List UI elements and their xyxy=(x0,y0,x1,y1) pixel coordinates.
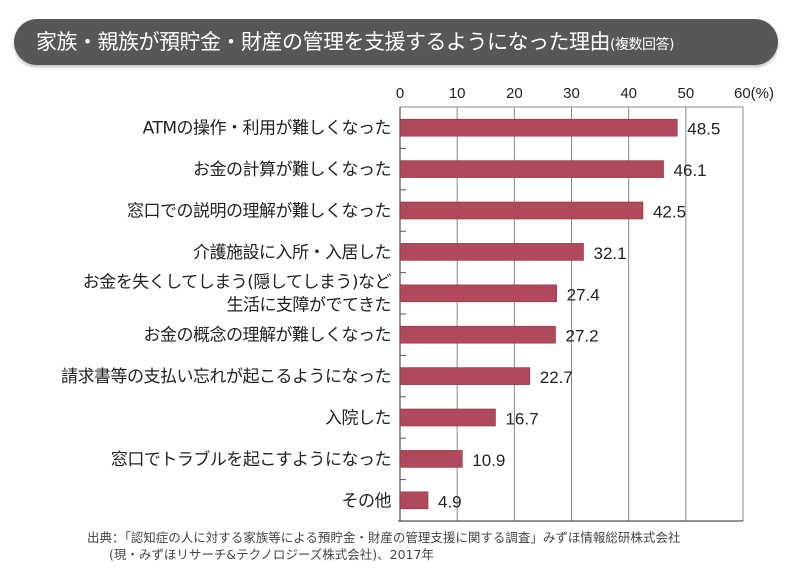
value-label: 10.9 xyxy=(472,451,505,470)
x-tick-label: 10 xyxy=(449,85,466,102)
x-tick-label: 50 xyxy=(677,85,694,102)
title-banner: 家族・親族が預貯金・財産の管理を支援するようになった理由(複数回答) xyxy=(14,19,778,65)
x-tick-label: 40 xyxy=(620,85,637,102)
chart-title: 家族・親族が預貯金・財産の管理を支援するようになった理由(複数回答) xyxy=(36,19,674,68)
value-label: 32.1 xyxy=(594,244,627,263)
value-label: 27.4 xyxy=(567,285,600,304)
category-label: 窓口での説明の理解が難しくなった xyxy=(127,202,391,222)
value-label: 16.7 xyxy=(505,410,538,429)
chart-title-sub: (複数回答) xyxy=(610,37,674,53)
bar xyxy=(399,118,678,137)
category-label: お金の概念の理解が難しくなった xyxy=(144,325,392,346)
category-label: 入院した xyxy=(325,409,391,429)
bar xyxy=(399,325,556,344)
category-label: お金を失くしてしまう(隠してしまう)など xyxy=(83,272,392,292)
bar xyxy=(399,367,531,385)
value-label: 27.2 xyxy=(565,327,598,346)
value-label: 42.5 xyxy=(653,203,686,222)
value-label: 4.9 xyxy=(438,492,462,511)
category-label: その他 xyxy=(342,491,392,511)
bar xyxy=(399,284,557,303)
value-label: 48.5 xyxy=(687,120,720,139)
source-line-2: (現・みずほリサーチ&テクノロジーズ株式会社)、2017年 xyxy=(109,547,434,562)
bar xyxy=(399,491,429,510)
bar xyxy=(399,201,644,220)
bar xyxy=(399,243,584,261)
x-tick-label: 20 xyxy=(506,85,523,102)
bar xyxy=(399,160,664,178)
source-note: 出典：「認知症の人に対する家族等による預貯金・財産の管理支援に関する調査」みずほ… xyxy=(87,529,680,563)
category-label: ATMの操作・利用が難しくなった xyxy=(143,119,391,139)
chart-title-main: 家族・親族が預貯金・財産の管理を支援するようになった理由 xyxy=(36,30,611,54)
source-line-1: 出典：「認知症の人に対する家族等による預貯金・財産の管理支援に関する調査」みずほ… xyxy=(87,530,681,545)
category-label: 窓口でトラブルを起こすようになった xyxy=(111,449,391,470)
x-tick-label: 60(%) xyxy=(734,85,774,102)
x-tick-label: 30 xyxy=(563,85,580,102)
category-label: 介護施設に入所・入居した xyxy=(193,243,391,263)
value-label: 22.7 xyxy=(540,368,573,387)
category-label: 請求書等の支払い忘れが起こるようになった xyxy=(61,367,391,387)
category-label: 生活に支障がでてきた xyxy=(227,295,392,315)
value-label: 46.1 xyxy=(674,161,707,180)
bar xyxy=(399,450,463,468)
x-tick-label: 0 xyxy=(396,85,404,102)
bar xyxy=(399,408,496,427)
category-label: お金の計算が難しくなった xyxy=(193,160,391,180)
